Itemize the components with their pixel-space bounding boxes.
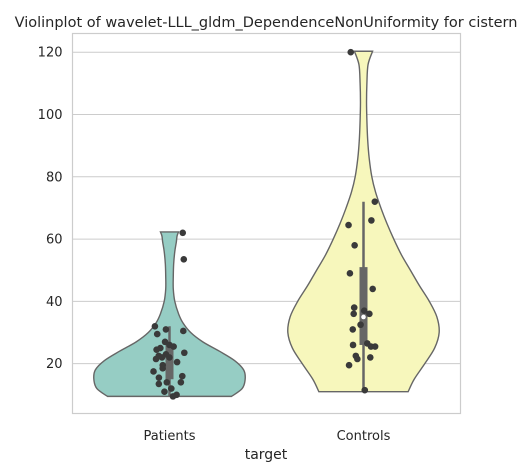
data-point <box>168 385 175 392</box>
y-tick-label: 80 <box>46 170 63 185</box>
data-point <box>350 304 358 311</box>
data-point <box>360 307 368 315</box>
violins <box>93 50 440 398</box>
data-point <box>161 388 168 396</box>
data-point <box>158 354 166 361</box>
data-point <box>350 310 358 318</box>
data-point <box>169 393 177 400</box>
data-point <box>153 346 160 353</box>
data-point <box>153 330 161 338</box>
data-point <box>351 242 358 249</box>
data-point <box>150 368 157 375</box>
y-tick-label: 60 <box>46 233 63 248</box>
x-tick-labels: Patients Controls <box>143 429 390 444</box>
data-point <box>361 386 369 394</box>
data-point <box>152 355 160 363</box>
y-tick-label: 120 <box>38 46 63 61</box>
data-point <box>368 217 375 224</box>
data-point <box>177 379 185 386</box>
plot-frame <box>71 32 462 415</box>
y-tick-labels: 20 40 60 80 100 120 <box>38 46 63 372</box>
data-point <box>371 198 379 205</box>
data-point <box>178 372 186 380</box>
data-point <box>349 341 357 349</box>
data-point <box>357 321 364 329</box>
data-point <box>155 374 163 381</box>
data-point <box>371 343 379 350</box>
data-point <box>349 326 357 333</box>
data-point <box>346 270 354 277</box>
data-point <box>155 380 163 388</box>
x-tick-label: Patients <box>143 429 195 444</box>
data-point <box>179 229 187 237</box>
median-controls <box>361 314 366 320</box>
chart-title: Violinplot of wavelet-LLL_gldm_Dependenc… <box>15 15 518 31</box>
data-point <box>159 365 166 372</box>
data-point <box>347 48 355 56</box>
data-point <box>369 285 376 293</box>
data-point <box>366 354 374 361</box>
data-point <box>181 349 188 357</box>
strip-points <box>150 48 379 400</box>
data-point <box>166 354 173 361</box>
x-axis-label: target <box>245 447 288 463</box>
y-tick-label: 100 <box>38 108 63 123</box>
data-point <box>151 322 159 330</box>
data-point <box>345 361 353 369</box>
data-point <box>345 221 352 229</box>
data-point <box>170 343 177 350</box>
iqr-box-controls <box>359 267 368 345</box>
y-tick-label: 20 <box>46 357 63 372</box>
data-point <box>354 355 361 363</box>
y-tick-label: 40 <box>46 295 63 310</box>
data-point <box>163 379 171 386</box>
violin-patients <box>93 231 246 398</box>
data-point <box>162 326 170 333</box>
data-point <box>180 256 188 263</box>
x-tick-label: Controls <box>337 429 391 444</box>
data-point <box>173 358 181 366</box>
data-point <box>366 310 373 318</box>
data-point <box>179 327 187 335</box>
iqr-box-patients <box>165 344 174 380</box>
